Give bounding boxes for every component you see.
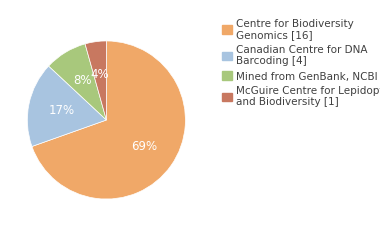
Wedge shape [32, 41, 185, 199]
Text: 69%: 69% [131, 140, 157, 153]
Wedge shape [85, 41, 106, 120]
Legend: Centre for Biodiversity
Genomics [16], Canadian Centre for DNA
Barcoding [4], Mi: Centre for Biodiversity Genomics [16], C… [220, 17, 380, 109]
Wedge shape [27, 66, 106, 146]
Text: 4%: 4% [91, 68, 109, 81]
Text: 17%: 17% [49, 104, 74, 117]
Wedge shape [49, 44, 106, 120]
Text: 8%: 8% [73, 74, 92, 87]
